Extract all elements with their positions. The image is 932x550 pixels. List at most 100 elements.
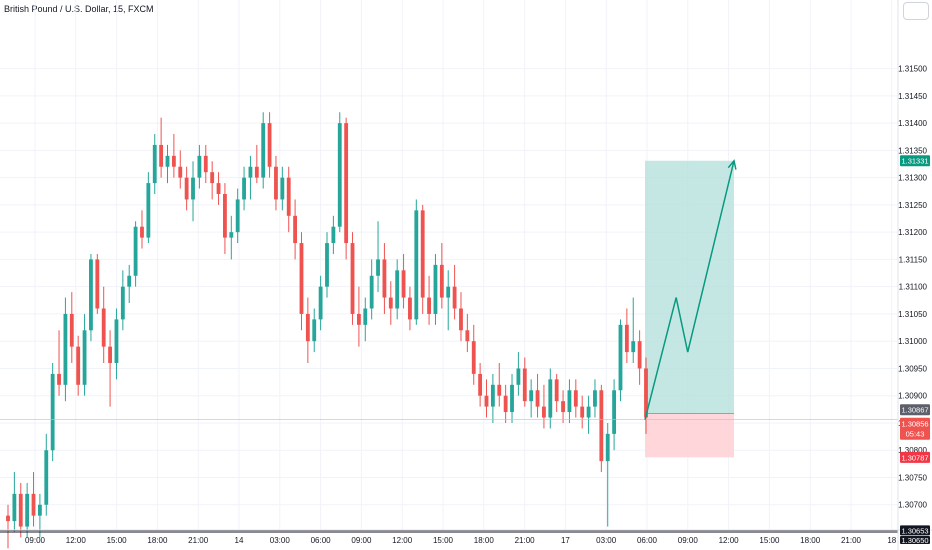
candle-body: [57, 373, 61, 385]
candle-body: [210, 172, 215, 184]
entry-price-label-bg: [900, 404, 930, 416]
candle-body: [235, 199, 240, 233]
candle-body: [644, 368, 648, 418]
x-tick-label: 18: [887, 536, 896, 545]
current-price-label-bg: [900, 417, 930, 440]
stop-zone: [645, 413, 734, 458]
x-tick-label: 14: [235, 536, 244, 545]
candle-body: [197, 155, 202, 178]
projected-path: [644, 160, 735, 420]
y-tick-label: 1.31000: [898, 337, 927, 346]
hline-b-label-bg: [900, 536, 930, 544]
candle-body: [203, 155, 208, 173]
position-zones: [645, 160, 734, 458]
candle-body: [89, 259, 93, 331]
candle-body: [108, 346, 112, 363]
candle-body: [542, 406, 546, 418]
y-tick-label: 1.31500: [898, 65, 927, 74]
candle-body: [593, 390, 597, 407]
stop-price-label-bg: [900, 451, 930, 463]
candle-body: [637, 341, 642, 369]
hline-b-label: 1.30650: [901, 536, 928, 545]
candle-body: [318, 286, 323, 320]
x-tick-label: 21:00: [841, 536, 862, 545]
y-tick-label: 1.30800: [898, 446, 927, 455]
x-tick-label: 15:00: [759, 536, 780, 545]
candle-body: [44, 450, 49, 505]
x-tick-label: 18:00: [800, 536, 821, 545]
candle-body: [337, 123, 342, 227]
candle-body: [465, 330, 470, 342]
candle-body: [305, 313, 310, 342]
candle-body: [114, 319, 119, 363]
candle-body: [529, 390, 534, 402]
candle-body: [503, 395, 508, 413]
candle-body: [312, 319, 317, 342]
candle-body: [37, 504, 42, 516]
candle-body: [191, 177, 195, 200]
candle-body: [69, 313, 74, 347]
candle-body: [427, 297, 431, 314]
x-tick-label: 15:00: [107, 536, 128, 545]
candle-body: [50, 373, 55, 451]
candles: [6, 112, 648, 549]
candle-body: [350, 243, 355, 314]
x-tick-label: 06:00: [311, 536, 332, 545]
x-tick-label: 18:00: [474, 536, 495, 545]
candle-body: [325, 243, 329, 287]
x-tick-label: 17: [561, 536, 570, 545]
hline-a-label: 1.30653: [901, 526, 928, 535]
candle-body: [618, 324, 623, 391]
hline-a-label-bg: [900, 525, 930, 536]
candle-body: [25, 493, 30, 527]
candle-body: [631, 341, 636, 353]
candle-body: [159, 144, 164, 167]
candle-body: [140, 226, 144, 238]
current-price-label: 1.30856: [901, 420, 928, 429]
chart-title: British Pound / U.S. Dollar, 15, FXCM: [4, 4, 154, 14]
candle-body: [120, 286, 125, 320]
x-tick-label: 03:00: [270, 536, 291, 545]
candle-body: [471, 341, 476, 374]
x-tick-label: 06:00: [637, 536, 658, 545]
candle-body: [490, 384, 495, 407]
projected-path-arrowhead: [727, 159, 737, 170]
x-tick-label: 03:00: [596, 536, 617, 545]
countdown-label: 05:43: [906, 430, 925, 439]
candle-body: [573, 390, 578, 407]
candle-body: [401, 270, 406, 298]
candle-body: [280, 177, 285, 200]
candle-body: [561, 401, 565, 413]
candle-body: [522, 368, 527, 402]
x-tick-label: 09:00: [678, 536, 699, 545]
candle-body: [599, 390, 604, 462]
candle-body: [63, 313, 68, 385]
candle-body: [395, 270, 400, 309]
candle-body: [439, 264, 444, 298]
candle-body: [624, 324, 629, 353]
candle-body: [446, 286, 451, 298]
y-tick-label: 1.30700: [898, 501, 927, 510]
time-axis: 09:00 12:00 15:00 18:00 21:00 14 03:00 06:00 09:…: [25, 536, 897, 545]
candle-body: [178, 166, 183, 178]
candle-body: [184, 177, 189, 200]
candle-body: [369, 275, 374, 309]
x-tick-label: 15:00: [433, 536, 454, 545]
candle-body: [516, 368, 521, 385]
y-tick-label: 1.30900: [898, 392, 927, 401]
candle-body: [76, 346, 81, 385]
candle-body: [363, 308, 368, 325]
chart-settings-button[interactable]: [903, 2, 929, 20]
y-tick-label: 1.31450: [898, 92, 927, 101]
candle-body: [605, 433, 610, 462]
candle-body: [165, 155, 170, 167]
target-price-label: 1.31331: [901, 157, 928, 166]
x-tick-label: 21:00: [188, 536, 209, 545]
x-tick-label: 09:00: [351, 536, 372, 545]
y-tick-label: 1.31250: [898, 201, 927, 210]
candle-body: [133, 226, 138, 276]
candle-body: [274, 166, 278, 200]
y-tick-label: 1.30750: [898, 473, 927, 482]
candle-body: [452, 286, 457, 309]
